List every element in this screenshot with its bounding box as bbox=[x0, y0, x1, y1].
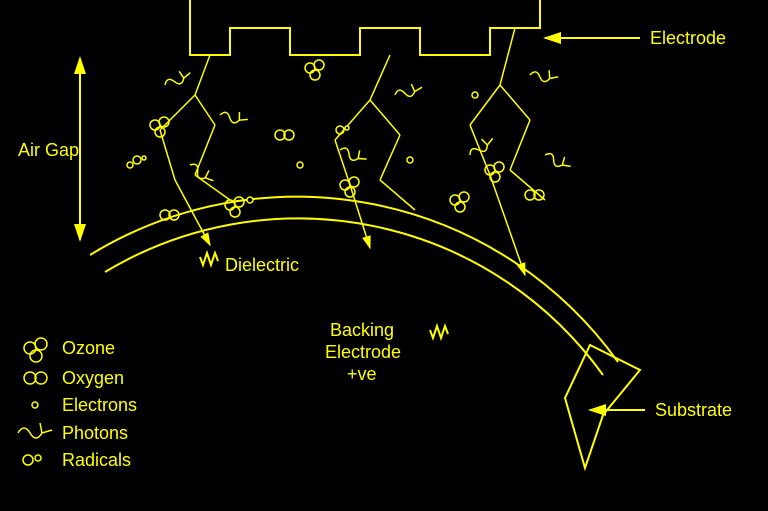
electrode2-label: Electrode bbox=[325, 342, 401, 363]
legend-icons bbox=[18, 338, 52, 465]
legend-oxygen: Oxygen bbox=[62, 368, 124, 389]
legend-ozone: Ozone bbox=[62, 338, 115, 359]
substrate-label: Substrate bbox=[655, 400, 732, 421]
airgap-label: Air Gap bbox=[18, 140, 79, 161]
dielectric-label: Dielectric bbox=[225, 255, 299, 276]
legend-photons: Photons bbox=[62, 423, 128, 444]
positive-label: +ve bbox=[347, 364, 377, 385]
electrode-top bbox=[190, 0, 540, 55]
streamer-middle bbox=[335, 55, 415, 248]
substrate-arrow-head bbox=[565, 345, 640, 468]
legend-radicals: Radicals bbox=[62, 450, 131, 471]
dielectric-jag1 bbox=[200, 253, 218, 265]
backing-label: Backing bbox=[330, 320, 394, 341]
dielectric-jag2 bbox=[430, 326, 448, 338]
electrode-label: Electrode bbox=[650, 28, 726, 49]
legend-electrons: Electrons bbox=[62, 395, 137, 416]
particles bbox=[127, 60, 573, 220]
